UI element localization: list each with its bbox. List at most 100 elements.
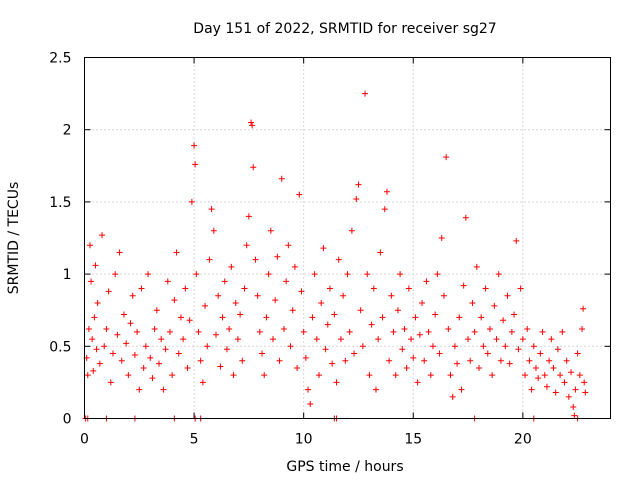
data-point — [267, 227, 274, 234]
x-tick-label: 10 — [295, 432, 313, 448]
data-point — [554, 346, 561, 353]
data-point — [158, 336, 165, 343]
data-point — [129, 292, 136, 299]
data-point — [379, 314, 386, 321]
data-point — [145, 271, 152, 278]
data-point — [311, 271, 318, 278]
data-point — [249, 122, 256, 129]
x-tick-label: 15 — [404, 432, 422, 448]
data-point — [443, 154, 450, 161]
data-point — [491, 302, 498, 309]
data-point — [269, 336, 276, 343]
data-point — [568, 369, 575, 376]
data-point — [153, 307, 160, 314]
data-point — [234, 336, 241, 343]
data-point — [226, 325, 233, 332]
data-point — [344, 271, 351, 278]
data-point — [142, 343, 149, 350]
data-point — [116, 249, 123, 256]
data-point — [399, 346, 406, 353]
data-point — [112, 271, 119, 278]
data-point — [381, 206, 388, 213]
data-point — [103, 325, 110, 332]
data-point — [489, 372, 496, 379]
data-point — [105, 288, 112, 295]
data-point — [500, 317, 507, 324]
data-point — [416, 331, 423, 338]
data-point — [447, 372, 454, 379]
data-point — [394, 307, 401, 314]
data-point — [149, 375, 156, 382]
data-point — [497, 357, 504, 364]
data-point — [563, 357, 570, 364]
data-point — [294, 364, 301, 371]
data-point — [434, 271, 441, 278]
data-point — [580, 305, 587, 312]
data-point — [528, 386, 535, 393]
data-point — [535, 375, 542, 382]
data-point — [151, 325, 158, 332]
data-point — [429, 343, 436, 350]
data-points — [82, 90, 589, 422]
data-point — [405, 285, 412, 292]
data-point — [465, 336, 472, 343]
data-point — [166, 328, 173, 335]
data-point — [86, 242, 93, 249]
data-point — [335, 256, 342, 263]
data-point — [425, 328, 432, 335]
data-point — [368, 321, 375, 328]
data-point — [239, 357, 246, 364]
data-point — [539, 328, 546, 335]
data-point — [316, 372, 323, 379]
data-point — [340, 292, 347, 299]
data-point — [276, 357, 283, 364]
data-point — [210, 227, 217, 234]
data-point — [307, 401, 314, 408]
data-point — [427, 372, 434, 379]
data-point — [462, 214, 469, 221]
data-point — [571, 412, 578, 419]
data-point — [329, 360, 336, 367]
data-point — [445, 325, 452, 332]
data-point — [195, 328, 202, 335]
data-point — [480, 343, 487, 350]
data-point — [287, 343, 294, 350]
data-point — [182, 285, 189, 292]
data-point — [359, 343, 366, 350]
data-point — [401, 325, 408, 332]
x-tick-label: 5 — [190, 432, 199, 448]
data-point — [99, 232, 106, 239]
data-point — [217, 363, 224, 370]
data-point — [348, 227, 355, 234]
data-point — [519, 336, 526, 343]
data-point — [572, 386, 579, 393]
data-point — [486, 325, 493, 332]
data-point — [436, 350, 443, 357]
data-point — [265, 271, 272, 278]
data-point — [570, 403, 577, 410]
data-point — [493, 336, 500, 343]
data-point — [403, 364, 410, 371]
data-point — [125, 372, 132, 379]
data-point — [412, 314, 419, 321]
data-point — [285, 242, 292, 249]
data-point — [261, 372, 268, 379]
y-tick-label: 2 — [63, 123, 72, 139]
data-point — [502, 343, 509, 350]
data-point — [199, 379, 206, 386]
data-point — [252, 256, 259, 263]
data-point — [90, 367, 97, 374]
data-point — [375, 336, 382, 343]
data-point — [164, 278, 171, 285]
data-point — [353, 196, 360, 203]
x-tick-label: 20 — [514, 432, 532, 448]
data-point — [324, 321, 331, 328]
data-point — [440, 292, 447, 299]
data-point — [386, 357, 393, 364]
data-point — [408, 336, 415, 343]
data-point — [188, 198, 195, 205]
data-point — [101, 343, 108, 350]
data-point — [147, 354, 154, 361]
data-point — [109, 350, 116, 357]
